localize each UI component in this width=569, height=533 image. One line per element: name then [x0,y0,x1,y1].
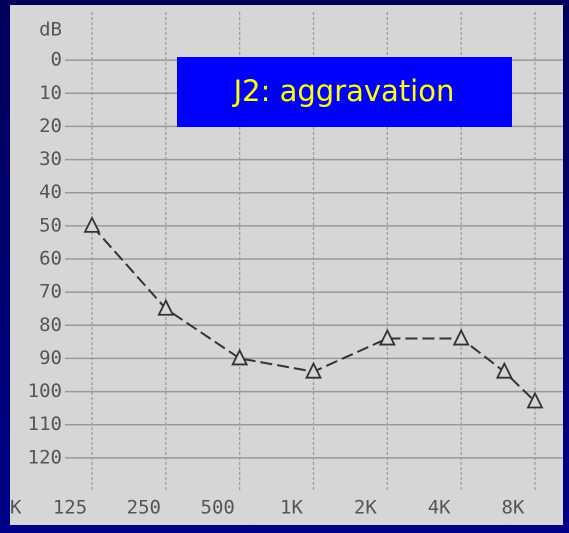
y-axis-label: dB [39,19,62,41]
y-tick-label: 20 [39,115,62,137]
marker [526,391,544,409]
x-tick-label: 250 [127,497,161,519]
x-tick-label: 1K [280,497,303,519]
label-text: J2: aggravation [232,74,455,108]
x-tick-label: 125 [53,497,87,519]
marker [231,348,249,366]
marker [378,328,396,346]
marker [495,361,513,379]
x-tick-label: 500 [201,497,235,519]
x-tick-label: 8K [502,497,525,519]
x-tick-label: 2K [354,497,377,519]
y-tick-label: 40 [39,181,62,203]
x-tick-label: 4K [428,497,451,519]
data-line [91,225,536,403]
marker [157,298,175,316]
marker [83,215,101,233]
y-tick-label: 80 [39,314,62,336]
y-tick-label: 30 [39,148,62,170]
y-tick-label: 90 [39,347,62,369]
x-fragment: K [10,497,22,519]
y-tick-label: 100 [28,380,62,402]
y-tick-label: 10 [39,82,62,104]
marker [452,328,470,346]
marker [305,361,322,379]
label-box [177,57,512,127]
y-tick-label: 70 [39,281,62,303]
y-tick-label: 50 [39,214,62,236]
y-tick-label: 0 [51,49,62,71]
y-tick-label: 120 [28,446,62,468]
y-tick-label: 60 [39,248,62,270]
y-tick-label: 110 [28,413,62,435]
